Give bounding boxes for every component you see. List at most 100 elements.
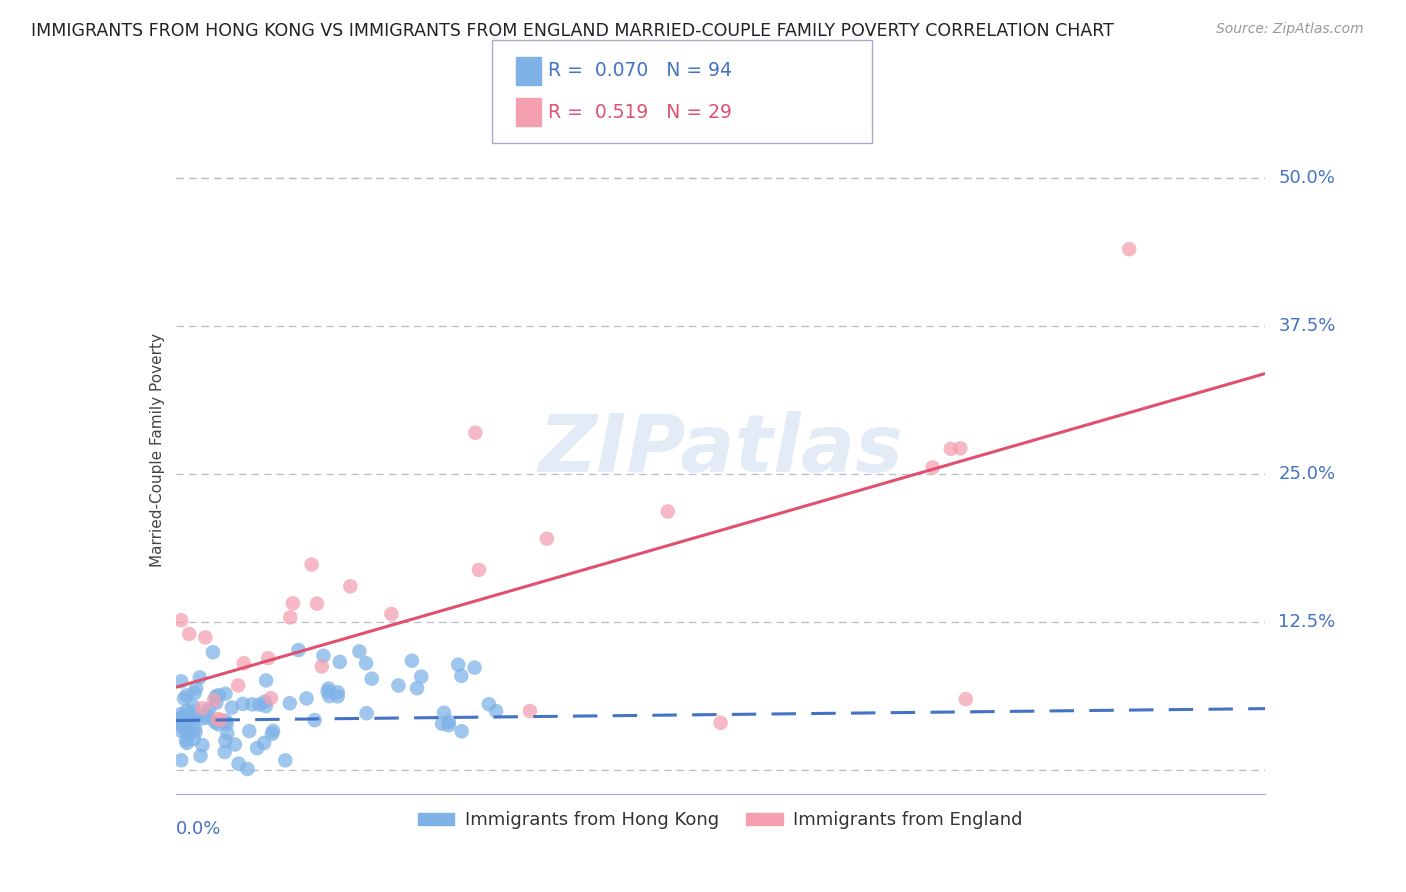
Point — [519, 704, 541, 718]
Point — [170, 753, 193, 767]
Point — [447, 657, 470, 672]
Point — [174, 733, 197, 747]
Point — [174, 710, 197, 724]
Point — [170, 613, 193, 627]
Point — [170, 717, 193, 731]
Point — [209, 713, 232, 727]
Point — [710, 715, 733, 730]
Point — [253, 695, 276, 709]
Point — [172, 711, 194, 725]
Text: 12.5%: 12.5% — [1278, 613, 1336, 632]
Point — [278, 696, 301, 710]
Point — [339, 579, 361, 593]
Point — [181, 713, 204, 727]
Point — [183, 722, 205, 736]
Point — [215, 714, 238, 728]
Point — [921, 460, 943, 475]
Point — [176, 704, 198, 718]
Point — [260, 691, 283, 706]
Point — [170, 714, 193, 729]
Point — [468, 563, 491, 577]
Point — [179, 627, 201, 641]
Point — [202, 693, 225, 707]
Point — [226, 678, 249, 692]
Point — [329, 655, 352, 669]
Point — [214, 734, 236, 748]
Point — [232, 697, 254, 711]
Point — [190, 748, 212, 763]
Point — [262, 723, 284, 738]
Point — [360, 672, 382, 686]
Point — [177, 712, 200, 726]
Point — [356, 706, 378, 721]
Text: IMMIGRANTS FROM HONG KONG VS IMMIGRANTS FROM ENGLAND MARRIED-COUPLE FAMILY POVER: IMMIGRANTS FROM HONG KONG VS IMMIGRANTS … — [31, 22, 1114, 40]
Point — [191, 701, 214, 715]
Text: 37.5%: 37.5% — [1278, 318, 1336, 335]
Point — [228, 756, 250, 771]
Point — [186, 709, 208, 723]
Point — [955, 692, 977, 706]
Point — [173, 691, 195, 706]
Point — [170, 710, 193, 724]
Point — [170, 706, 193, 721]
Point — [205, 696, 228, 710]
Point — [450, 724, 472, 739]
Point — [176, 725, 198, 739]
Point — [411, 670, 433, 684]
Point — [278, 610, 301, 624]
Point — [236, 762, 259, 776]
Point — [254, 673, 277, 688]
Point — [184, 725, 207, 739]
Point — [305, 597, 328, 611]
Point — [536, 532, 558, 546]
Point — [232, 657, 254, 671]
Point — [318, 689, 340, 703]
Point — [170, 674, 193, 689]
Text: 25.0%: 25.0% — [1278, 465, 1336, 483]
Point — [204, 690, 226, 704]
Point — [387, 679, 409, 693]
Point — [183, 731, 205, 746]
Point — [657, 504, 679, 518]
Point — [274, 753, 297, 767]
Text: R =  0.070   N = 94: R = 0.070 N = 94 — [548, 62, 733, 80]
Point — [281, 596, 304, 610]
Point — [176, 736, 198, 750]
Point — [170, 723, 193, 738]
Point — [173, 721, 195, 735]
Point — [326, 685, 349, 699]
Point — [188, 670, 211, 684]
Point — [326, 690, 349, 704]
Point — [176, 689, 198, 703]
Point — [433, 706, 456, 720]
Point — [401, 654, 423, 668]
Point — [195, 711, 218, 725]
Y-axis label: Married-Couple Family Poverty: Married-Couple Family Poverty — [149, 334, 165, 567]
Point — [295, 691, 318, 706]
Point — [254, 699, 277, 714]
Point — [260, 727, 283, 741]
Point — [311, 659, 333, 673]
Point — [380, 607, 402, 621]
Point — [194, 631, 217, 645]
Point — [183, 686, 205, 700]
Point — [214, 745, 236, 759]
Point — [174, 720, 197, 734]
Point — [195, 707, 218, 722]
Point — [221, 700, 243, 714]
Point — [949, 442, 972, 456]
Point — [184, 681, 207, 696]
Point — [177, 725, 200, 739]
Point — [430, 716, 453, 731]
Point — [301, 558, 323, 572]
Point — [437, 718, 460, 732]
Point — [312, 648, 335, 663]
Point — [253, 736, 276, 750]
Point — [190, 712, 212, 726]
Point — [224, 738, 246, 752]
Point — [170, 718, 193, 732]
Text: R =  0.519   N = 29: R = 0.519 N = 29 — [548, 103, 733, 121]
Point — [170, 710, 193, 724]
Text: 50.0%: 50.0% — [1278, 169, 1336, 187]
Point — [249, 698, 271, 712]
